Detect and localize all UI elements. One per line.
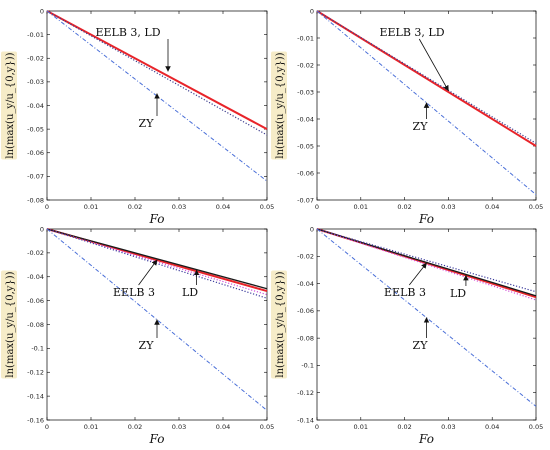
x-tick-label: 0.01 — [354, 423, 368, 431]
y-tick-label: -0.02 — [27, 249, 44, 257]
y-tick-label: -0.06 — [297, 307, 314, 315]
x-tick-label: 0.03 — [172, 203, 186, 211]
annotation-label: ZY — [139, 117, 155, 130]
y-tick-label: -0.01 — [27, 31, 44, 39]
x-axis-label: Fo — [149, 432, 165, 446]
y-axis-label: ln(max(u_y/u_{0,y})) — [275, 52, 286, 158]
y-axis-label-backdrop — [271, 51, 287, 160]
chart-panel-4: 0 0.01 0.02 0.03 0.04 0.05 0 -0.02 -0.04 -0.06 -0.… — [271, 225, 543, 446]
y-tick-label: -0.04 — [27, 102, 44, 110]
y-tick-label: -0.16 — [27, 416, 44, 424]
y-tick-label: -0.06 — [27, 297, 44, 305]
x-tick-label: 0 — [315, 203, 319, 211]
y-tick-label: -0.06 — [27, 149, 44, 157]
y-tick-label: -0.07 — [27, 173, 44, 181]
x-tick-label: 0 — [315, 423, 319, 431]
y-tick-label: -0.1 — [301, 362, 314, 370]
y-tick-label: -0.14 — [297, 416, 314, 424]
x-axis-label: Fo — [418, 212, 434, 226]
annotation-label: ZY — [139, 339, 155, 352]
series-line-3 — [46, 10, 268, 182]
x-tick-label: 0.02 — [128, 203, 142, 211]
y-tick-label: -0.02 — [297, 61, 314, 69]
x-tick-label: 0.02 — [397, 203, 411, 211]
chart-panel-3: 0 0.01 0.02 0.03 0.04 0.05 0 -0.02 -0.04 -0.06 -0.… — [1, 225, 274, 446]
x-axis-label: Fo — [418, 432, 434, 446]
x-tick-label: 0.03 — [172, 423, 186, 431]
y-tick-label: -0.03 — [27, 78, 44, 86]
y-axis-label: ln(max(u_y/u_{0,y})) — [5, 52, 16, 158]
y-tick-label: -0.1 — [31, 345, 44, 353]
annotation-label: EELB 3, LD — [95, 26, 160, 39]
y-tick-label: -0.04 — [27, 273, 44, 281]
y-axis-label-backdrop — [1, 51, 17, 160]
annotation-label: EELB 3, LD — [379, 26, 444, 39]
y-tick-label: -0.08 — [297, 334, 314, 342]
annotation-label: EELB 3 — [384, 286, 426, 299]
y-tick-label: 0 — [40, 225, 44, 233]
y-tick-label: -0.12 — [27, 369, 44, 377]
annotation-label: EELB 3 — [113, 286, 155, 299]
y-tick-label: -0.08 — [27, 196, 44, 204]
y-tick-label: -0.06 — [297, 169, 314, 177]
chart-panel-2: 0 0.01 0.02 0.03 0.04 0.05 0 -0.01 -0.02 -0.03 -0.… — [271, 7, 543, 226]
x-tick-label: 0.03 — [441, 423, 455, 431]
y-axis-label: ln(max(u_y/u_{0,y})) — [5, 271, 16, 377]
x-tick-label: 0.05 — [529, 423, 543, 431]
y-tick-label: -0.03 — [297, 88, 314, 96]
x-tick-label: 0.04 — [216, 423, 230, 431]
x-tick-label: 0.04 — [216, 203, 230, 211]
series-line-2 — [316, 228, 537, 297]
x-tick-label: 0.05 — [529, 203, 543, 211]
annotation-label: LD — [182, 286, 198, 299]
x-tick-label: 0.02 — [397, 423, 411, 431]
series-line-2 — [46, 228, 268, 290]
x-tick-label: 0.04 — [485, 423, 499, 431]
series-line-1 — [46, 10, 268, 131]
series-line-4 — [316, 228, 537, 293]
series-line-5 — [46, 228, 268, 411]
annotation-label: LD — [450, 287, 466, 300]
y-tick-label: -0.08 — [27, 321, 44, 329]
series-line-2 — [46, 10, 268, 136]
y-tick-label: -0.02 — [297, 253, 314, 261]
x-tick-label: 0 — [45, 203, 49, 211]
x-tick-label: 0.05 — [260, 423, 274, 431]
x-tick-label: 0.04 — [485, 203, 499, 211]
x-tick-label: 0.01 — [354, 203, 368, 211]
y-axis-label-backdrop — [271, 270, 287, 379]
x-tick-label: 0.03 — [441, 203, 455, 211]
y-tick-label: 0 — [310, 225, 314, 233]
x-axis-label: Fo — [149, 212, 165, 226]
y-tick-label: -0.05 — [297, 142, 314, 150]
annotation-arrow — [408, 262, 427, 286]
series-line-2 — [316, 10, 537, 144]
y-tick-label: -0.07 — [297, 196, 314, 204]
x-tick-label: 0.01 — [84, 203, 98, 211]
y-tick-label: -0.04 — [297, 115, 314, 123]
series-line-5 — [316, 228, 537, 407]
series-line-3 — [316, 10, 537, 195]
y-tick-label: -0.02 — [27, 55, 44, 63]
y-tick-label: 0 — [310, 7, 314, 15]
x-tick-label: 0.05 — [260, 203, 274, 211]
y-tick-label: -0.04 — [297, 280, 314, 288]
y-axis-label: ln(max(u_y/u_{0,y})) — [275, 271, 286, 377]
x-tick-label: 0.01 — [84, 423, 98, 431]
annotation-arrow — [418, 38, 449, 92]
y-tick-label: -0.01 — [297, 34, 314, 42]
y-tick-label: -0.12 — [297, 389, 314, 397]
series-line-4 — [46, 228, 268, 299]
annotation-label: ZY — [413, 120, 429, 133]
y-tick-label: -0.05 — [27, 125, 44, 133]
annotation-arrow — [138, 259, 158, 286]
y-tick-label: 0 — [40, 7, 44, 15]
x-tick-label: 0.02 — [128, 423, 142, 431]
y-tick-label: -0.14 — [27, 392, 44, 400]
annotation-label: ZY — [413, 339, 429, 352]
x-tick-label: 0 — [45, 423, 49, 431]
chart-panel-1: 0 0.01 0.02 0.03 0.04 0.05 0 -0.01 -0.02 -0.03 -0.… — [1, 7, 274, 226]
y-axis-label-backdrop — [1, 270, 17, 379]
